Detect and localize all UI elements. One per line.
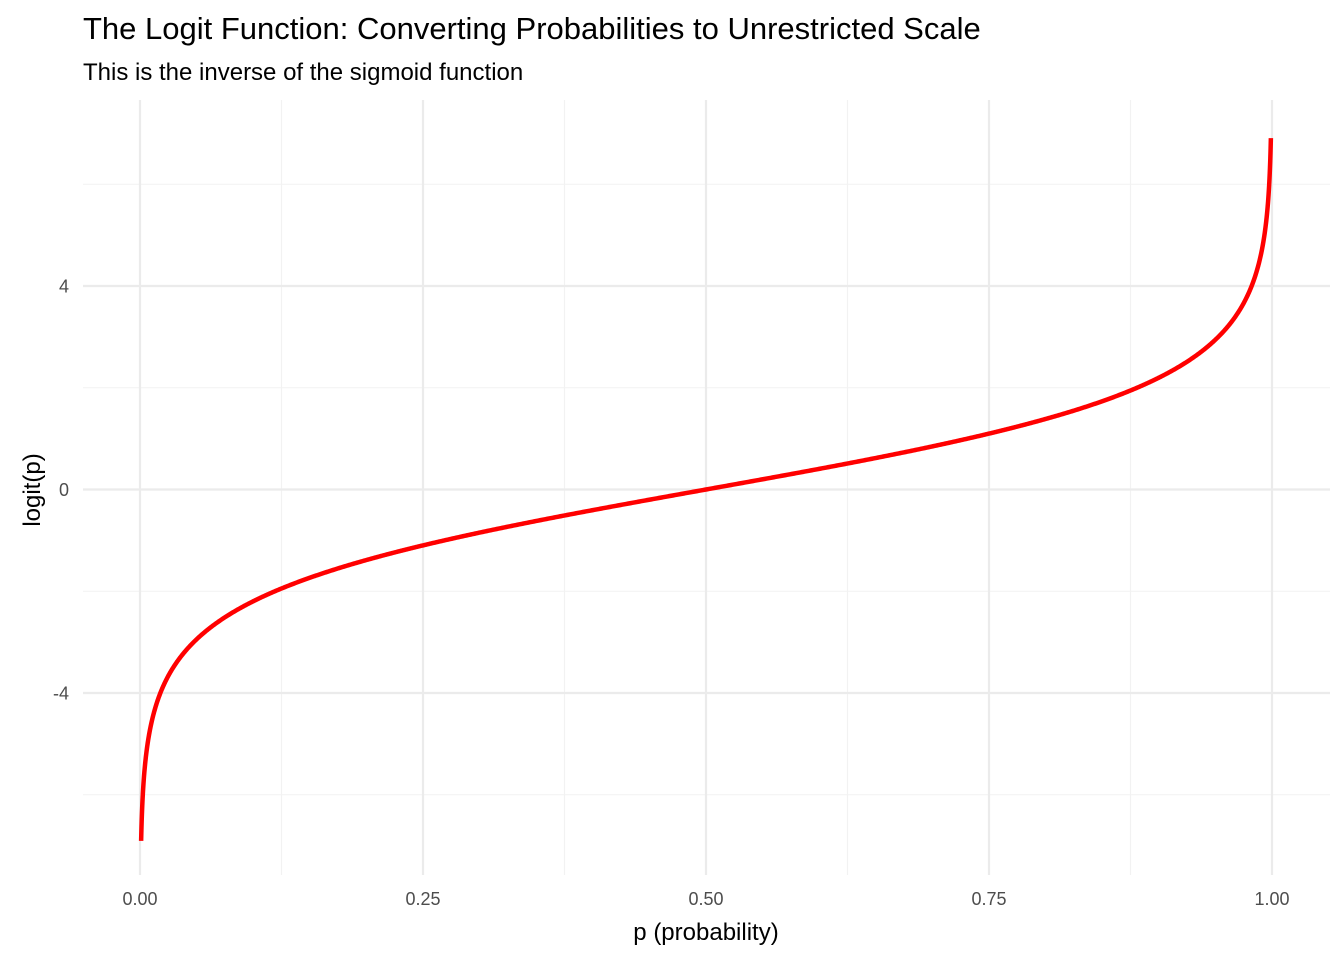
y-tick-label: 0 bbox=[59, 480, 69, 500]
x-tick-labels: 0.00 0.25 0.50 0.75 1.00 bbox=[122, 889, 1289, 909]
y-tick-label: 4 bbox=[59, 277, 69, 297]
y-tick-labels: -4 0 4 bbox=[53, 277, 69, 704]
chart-title: The Logit Function: Converting Probabili… bbox=[83, 11, 981, 46]
y-axis-title: logit(p) bbox=[19, 453, 46, 526]
series-layer bbox=[138, 135, 1274, 844]
logit-curve bbox=[138, 135, 1274, 844]
y-tick-label: -4 bbox=[53, 684, 69, 704]
chart-subtitle: This is the inverse of the sigmoid funct… bbox=[83, 59, 524, 86]
x-tick-label: 0.75 bbox=[971, 889, 1006, 909]
x-tick-label: 0.25 bbox=[405, 889, 440, 909]
x-tick-label: 1.00 bbox=[1254, 889, 1289, 909]
x-tick-label: 0.00 bbox=[122, 889, 157, 909]
x-tick-label: 0.50 bbox=[688, 889, 723, 909]
x-axis-title: p (probability) bbox=[633, 919, 778, 946]
